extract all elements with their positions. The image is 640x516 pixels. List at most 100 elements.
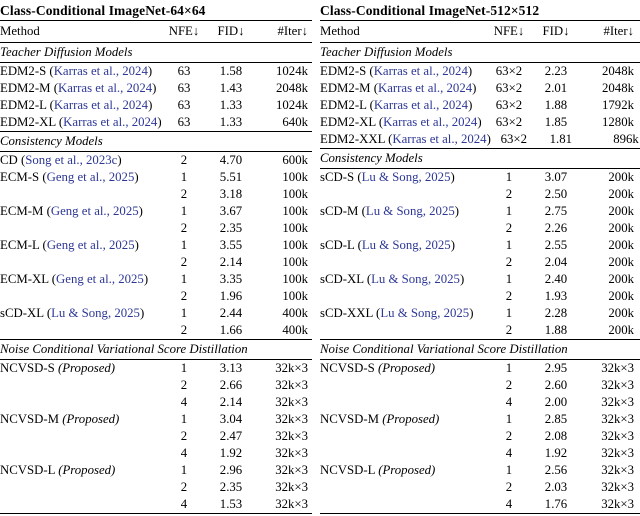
section-rule xyxy=(320,62,640,63)
method-name: sCD-L xyxy=(320,238,358,252)
proposed-note: (Proposed) xyxy=(57,361,116,375)
fid-cell: 1.66 xyxy=(219,323,243,337)
citation-link[interactable]: Lu & Song, 2025 xyxy=(51,306,140,320)
iter-cell: 1280k xyxy=(602,115,634,129)
iter-cell: 32k×3 xyxy=(601,480,634,494)
citation-link[interactable]: Karras et al., 2024 xyxy=(377,81,473,95)
nfe-cell: 4 xyxy=(505,497,513,511)
nfe-cell: 2 xyxy=(505,289,513,303)
citation-link[interactable]: Karras et al., 2024 xyxy=(63,115,158,129)
fid-cell: 2.03 xyxy=(544,480,568,494)
fid-cell: 2.50 xyxy=(544,187,568,201)
section-divider-rule xyxy=(320,148,640,149)
nfe-cell: 4 xyxy=(180,395,188,409)
table-row: sCD-XXL (Lu & Song, 2025) 1 2.28 200k xyxy=(320,305,640,322)
citation-paren-close: ) xyxy=(139,306,145,320)
table-row: 4 2.00 32k×3 xyxy=(320,394,640,411)
citation-link[interactable]: Karras et al., 2024 xyxy=(53,98,149,112)
citation-paren-open: ( xyxy=(42,238,47,252)
citation-link[interactable]: Lu & Song, 2025 xyxy=(371,272,460,286)
column-header-nfe: NFE↓ xyxy=(168,24,200,38)
method-name: ECM-M xyxy=(0,204,47,218)
citation-paren-open: ( xyxy=(373,81,378,95)
nfe-cell: 1 xyxy=(180,463,188,477)
nfe-cell: 2 xyxy=(505,323,513,337)
proposed-note: (Proposed) xyxy=(382,412,440,426)
column-header-row: Method NFE↓ FID↓ #Iter↓ xyxy=(320,21,640,42)
citation-link[interactable]: Geng et al., 2025 xyxy=(46,170,135,184)
citation-link[interactable]: Song et al., 2023c xyxy=(25,153,118,167)
table-row: EDM2-S (Karras et al., 2024) 63 1.58 1024k xyxy=(0,63,312,80)
citation-link[interactable]: Karras et al., 2024 xyxy=(373,64,468,78)
table-row: 4 1.92 32k×3 xyxy=(0,445,312,462)
citation-link[interactable]: Geng et al., 2025 xyxy=(50,204,139,218)
table-row: 2 2.50 200k xyxy=(320,186,640,203)
section-rule xyxy=(0,151,312,152)
citation-link[interactable]: Lu & Song, 2025 xyxy=(361,170,451,184)
iter-cell: 1024k xyxy=(276,98,308,112)
section-rule xyxy=(0,359,312,360)
citation-link[interactable]: Lu & Song, 2025 xyxy=(361,238,451,252)
method-cell: NCVSD-M (Proposed) xyxy=(320,412,486,427)
column-header-method: Method xyxy=(0,24,40,38)
nfe-cell: 1 xyxy=(180,412,188,426)
citation-link[interactable]: Karras et al., 2024 xyxy=(373,98,469,112)
method-cell: NCVSD-S (Proposed) xyxy=(320,361,486,376)
table-row: 2 2.35 32k×3 xyxy=(0,479,312,496)
method-cell: ECM-L (Geng et al., 2025) xyxy=(0,238,163,253)
iter-cell: 100k xyxy=(282,187,308,201)
method-name: sCD-S xyxy=(320,170,358,184)
method-cell: CD (Song et al., 2023c) xyxy=(0,153,163,168)
fid-cell: 3.67 xyxy=(219,204,243,218)
citation-link[interactable]: Geng et al., 2025 xyxy=(56,272,144,286)
citation-paren-close: ) xyxy=(472,81,477,95)
nfe-cell: 63×2 xyxy=(495,81,523,95)
iter-cell: 200k xyxy=(608,289,634,303)
proposed-note: (Proposed) xyxy=(378,463,436,477)
table-row: NCVSD-M (Proposed) 1 3.04 32k×3 xyxy=(0,411,312,428)
citation-paren-open: ( xyxy=(46,204,51,218)
citation-paren-open: ( xyxy=(49,98,54,112)
header-rule xyxy=(0,42,312,43)
nfe-cell: 1 xyxy=(180,170,188,184)
method-name: EDM2-S xyxy=(320,64,370,78)
citation-link[interactable]: Lu & Song, 2025 xyxy=(380,306,470,320)
citation-paren-close: ) xyxy=(152,81,157,95)
citation-link[interactable]: Geng et al., 2025 xyxy=(46,238,135,252)
nfe-cell: 2 xyxy=(180,378,188,392)
table-row: ECM-M (Geng et al., 2025) 1 3.67 100k xyxy=(0,203,312,220)
method-cell: EDM2-XL (Karras et al., 2024) xyxy=(0,115,163,130)
citation-link[interactable]: Karras et al., 2024 xyxy=(57,81,153,95)
iter-cell: 32k×3 xyxy=(601,497,634,511)
iter-cell: 400k xyxy=(282,323,308,337)
fid-cell: 1.43 xyxy=(219,81,243,95)
citation-paren-close: ) xyxy=(138,204,143,218)
table-row: ECM-XL (Geng et al., 2025) 1 3.35 100k xyxy=(0,271,312,288)
iter-cell: 32k×3 xyxy=(601,463,634,477)
fid-cell: 1.92 xyxy=(544,446,568,460)
citation-link[interactable]: Lu & Song, 2025 xyxy=(365,204,455,218)
citation-paren-close: ) xyxy=(469,306,474,320)
citation-link[interactable]: Karras et al., 2024 xyxy=(383,115,478,129)
table-row: 2 2.14 100k xyxy=(0,254,312,271)
iter-cell: 100k xyxy=(282,289,308,303)
citation-link[interactable]: Karras et al., 2024 xyxy=(53,64,148,78)
iter-cell: 32k×3 xyxy=(601,378,634,392)
citation-link[interactable]: Karras et al., 2024 xyxy=(392,132,487,146)
nfe-cell: 1 xyxy=(180,306,188,320)
iter-cell: 100k xyxy=(282,255,308,269)
table-row: 2 2.35 100k xyxy=(0,220,312,237)
fid-cell: 2.14 xyxy=(219,255,243,269)
method-cell: sCD-XL (Lu & Song, 2025) xyxy=(0,306,163,321)
method-name: EDM2-S xyxy=(0,64,50,78)
proposed-note: (Proposed) xyxy=(377,361,436,375)
fid-cell: 1.76 xyxy=(544,497,568,511)
method-name: NCVSD-M xyxy=(320,412,383,426)
iter-cell: 32k×3 xyxy=(275,378,308,392)
fid-cell: 2.44 xyxy=(219,306,243,320)
method-cell: sCD-S (Lu & Song, 2025) xyxy=(320,170,486,185)
table-row: 4 1.76 32k×3 xyxy=(320,496,640,513)
nfe-cell: 63×2 xyxy=(495,98,523,112)
table-row: 2 2.66 32k×3 xyxy=(0,377,312,394)
citation-paren-close: ) xyxy=(147,64,153,78)
